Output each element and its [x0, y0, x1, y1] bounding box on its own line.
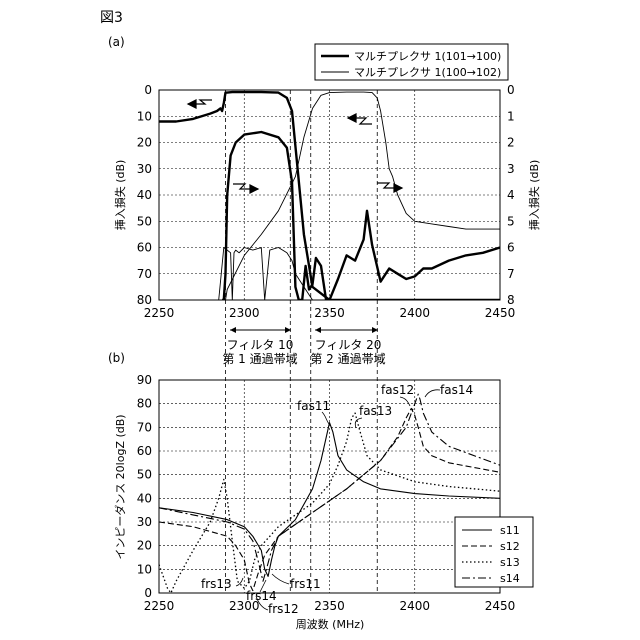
annotation-frs11: frs11: [272, 574, 321, 591]
panel-b-y-tick: 70: [137, 420, 152, 434]
panel-b-y-tick: 40: [137, 491, 152, 505]
annotation-frs13: frs13: [201, 577, 243, 591]
label-frs12: frs12: [268, 602, 299, 616]
legend-s12: s12: [500, 540, 520, 553]
panel-a-y-tick: 0: [144, 83, 152, 97]
annotation-frs14: frs14: [246, 580, 277, 603]
annotation-fas14: fas14: [425, 383, 473, 397]
panel-a-series-2: [222, 132, 500, 300]
panel-a-y-tick-right: 4: [507, 188, 515, 202]
panel-b-x-tick: 2400: [399, 599, 430, 613]
panel-a-y-tick-right: 8: [507, 293, 515, 307]
panel-b-y-tick: 0: [144, 586, 152, 600]
panel-a-y-tick: 10: [137, 109, 152, 123]
panel-a-y-label-right: 挿入損失 (dB): [527, 160, 541, 231]
panel-b-y-tick: 80: [137, 397, 152, 411]
x-axis-label: 周波数 (MHz): [296, 618, 365, 631]
panel-b-y-tick: 60: [137, 444, 152, 458]
panel-a-y-tick-right: 7: [507, 267, 515, 281]
left-axis-arrow-upper: [188, 100, 212, 108]
left-axis-arrow-mid: [348, 114, 372, 124]
right-axis-arrow-lower: [377, 183, 402, 192]
panel-b-label: (b): [108, 351, 125, 365]
panel-b-y-label: インピーダンス 20logZ (dB): [113, 414, 127, 559]
legend-s11: s11: [500, 524, 520, 537]
panel-b-legend: s11 s12 s13 s14: [455, 517, 533, 587]
panel-a-y-tick-right: 2: [507, 136, 515, 150]
annotation-fas13: fas13: [355, 404, 392, 428]
right-axis-arrow-mid: [233, 184, 258, 193]
panel-a-label: (a): [108, 35, 125, 49]
panel-a-y-tick: 20: [137, 136, 152, 150]
band-1-line2: 第 1 通過帯域: [222, 352, 297, 366]
panel-a-x-tick: 2350: [314, 306, 345, 320]
panel-a-y-tick: 50: [137, 214, 152, 228]
panel-a-y-tick-right: 3: [507, 162, 515, 176]
panel-a-y-tick: 60: [137, 241, 152, 255]
panel-a-x-tick: 2300: [229, 306, 260, 320]
panel-a-y-tick: 80: [137, 293, 152, 307]
label-frs13: frs13: [201, 577, 232, 591]
label-fas14: fas14: [440, 383, 473, 397]
band-1-line1: フィルタ 10: [227, 338, 294, 352]
panel-a-y-tick-right: 1: [507, 109, 515, 123]
panel-b-y-tick: 50: [137, 468, 152, 482]
band-label-filter-20: フィルタ 20 第 2 通過帯域: [310, 327, 385, 366]
label-frs14: frs14: [246, 589, 277, 603]
panel-a-y-tick-right: 0: [507, 83, 515, 97]
panel-a-y-label: 挿入損失 (dB): [113, 160, 127, 231]
legend-entry-101-100: マルチプレクサ 1(101→100): [354, 50, 501, 63]
panel-a-x-tick: 2450: [485, 306, 516, 320]
panel-b-x-tick: 2350: [314, 599, 345, 613]
panel-b-y-tick: 30: [137, 515, 152, 529]
label-frs11: frs11: [290, 577, 321, 591]
panel-a-y-tick: 70: [137, 267, 152, 281]
panel-b-series-s12: [159, 408, 500, 590]
panel-a-y-tick-right: 5: [507, 214, 515, 228]
panel-a-y-tick: 40: [137, 188, 152, 202]
band-2-line1: フィルタ 20: [315, 338, 382, 352]
label-fas12: fas12: [381, 383, 414, 397]
panel-a-y-tick-right: 6: [507, 241, 515, 255]
panel-b-y-tick: 20: [137, 539, 152, 553]
panel-a-chart: 2250 2300 2350 2400 2450 0 10 20 30 40 50 60 70 80 0 1 2…: [113, 44, 541, 320]
panel-a-x-tick: 2250: [144, 306, 175, 320]
band-2-line2: 第 2 通過帯域: [310, 352, 385, 366]
annotation-fas12: fas12: [381, 383, 414, 406]
band-label-filter-10: フィルタ 10 第 1 通過帯域: [222, 327, 297, 366]
label-fas11: fas11: [297, 399, 330, 413]
panel-b-x-tick: 2450: [485, 599, 516, 613]
annotation-fas11: fas11: [297, 399, 330, 424]
legend-entry-100-102: マルチプレクサ 1(100→102): [354, 66, 501, 79]
panel-a-legend: マルチプレクサ 1(101→100) マルチプレクサ 1(100→102): [315, 44, 508, 80]
panel-a-y-tick: 30: [137, 162, 152, 176]
panel-b-y-tick: 90: [137, 373, 152, 387]
legend-s14: s14: [500, 572, 520, 585]
panel-b-y-tick: 10: [137, 562, 152, 576]
label-fas13: fas13: [359, 404, 392, 418]
panel-b-x-tick: 2250: [144, 599, 175, 613]
panel-b-chart: 225023002350240024500102030405060708090 …: [113, 373, 533, 631]
figure-title: 図3: [100, 10, 123, 26]
panel-a-x-tick: 2400: [399, 306, 430, 320]
legend-s13: s13: [500, 556, 520, 569]
